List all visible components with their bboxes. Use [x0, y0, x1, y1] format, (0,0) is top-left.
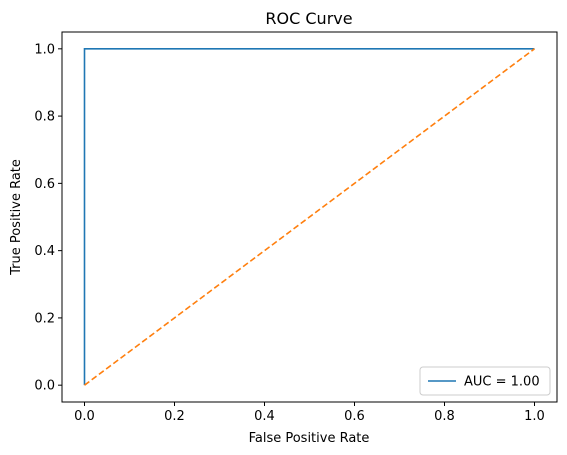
- y-tick-label: 0.4: [34, 244, 55, 259]
- chart-title: ROC Curve: [265, 9, 352, 28]
- x-tick-label: 0.6: [344, 409, 365, 424]
- x-axis: 0.0 0.2 0.4 0.6 0.8 1.0: [74, 402, 545, 424]
- x-tick-label: 0.2: [164, 409, 185, 424]
- y-axis-label: True Positive Rate: [9, 159, 24, 276]
- x-tick-label: 0.8: [434, 409, 455, 424]
- y-tick-label: 0.0: [34, 379, 55, 394]
- y-tick-label: 0.8: [34, 110, 55, 125]
- legend-box: [419, 366, 551, 396]
- y-tick-label: 0.6: [34, 177, 55, 192]
- legend-label: AUC = 1.00: [464, 375, 540, 390]
- x-tick-label: 1.0: [524, 409, 545, 424]
- legend: AUC = 1.00: [419, 366, 551, 396]
- x-tick-label: 0.0: [74, 409, 95, 424]
- y-tick-label: 0.2: [34, 311, 55, 326]
- x-axis-label: False Positive Rate: [249, 431, 370, 446]
- series-line-1: [84, 48, 535, 386]
- plot-area: [83, 48, 535, 386]
- y-axis: 0.0 0.2 0.4 0.6 0.8 1.0: [34, 42, 62, 394]
- plot-frame: [61, 31, 558, 403]
- series-line-0: [83, 48, 535, 386]
- x-tick-label: 0.4: [254, 409, 275, 424]
- y-tick-label: 1.0: [34, 42, 55, 57]
